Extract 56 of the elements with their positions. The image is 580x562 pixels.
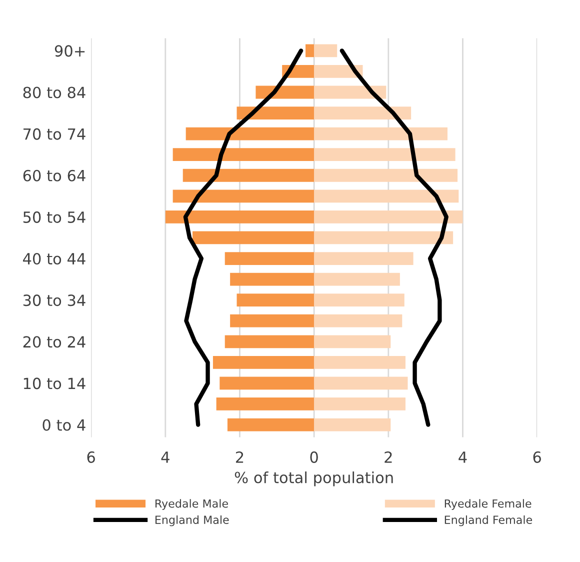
bar: [314, 376, 408, 390]
legend-label: England Male: [156, 515, 229, 526]
legend-label: England Female: [444, 515, 532, 526]
bar: [314, 398, 406, 410]
bar: [216, 398, 314, 410]
bar: [192, 231, 314, 244]
x-tick-label: 2: [384, 451, 392, 463]
bar: [314, 272, 400, 286]
bar: [165, 210, 314, 224]
x-axis-title: % of total population: [234, 471, 393, 486]
bar: [314, 335, 391, 348]
x-tick-label: 6: [87, 451, 95, 463]
bar: [314, 127, 448, 140]
bar: [230, 314, 314, 328]
bar: [224, 335, 314, 348]
bar: [314, 210, 463, 224]
y-tick-label: 10 to 14: [24, 378, 86, 390]
bar: [236, 294, 314, 307]
y-tick-label: 50 to 54: [23, 211, 86, 223]
y-tick-label: 20 to 24: [23, 336, 86, 348]
bar: [172, 148, 314, 162]
y-tick-label: 60 to 64: [23, 170, 86, 182]
y-tick-label: 40 to 44: [23, 252, 86, 265]
bar: [314, 190, 459, 203]
legend-label: Ryedale Female: [444, 499, 532, 510]
bar: [236, 106, 314, 120]
y-tick-label: 30 to 34: [23, 294, 86, 306]
bar: [182, 168, 314, 182]
bar: [314, 252, 414, 265]
bar: [314, 148, 456, 162]
bar: [314, 314, 402, 328]
y-tick-label: 70 to 74: [24, 128, 86, 140]
x-tick-label: 4: [458, 452, 467, 463]
bar: [314, 44, 338, 58]
y-tick-label: 90+: [54, 45, 85, 57]
bar: [186, 127, 314, 140]
x-tick-label: 2: [236, 451, 244, 463]
bar: [314, 418, 391, 432]
bar: [314, 106, 412, 120]
x-tick-label: 6: [533, 451, 541, 463]
bar: [227, 418, 314, 432]
bar: [314, 231, 454, 244]
bar: [224, 252, 314, 265]
y-tick-label: 0 to 4: [42, 419, 86, 431]
x-tick-label: 0: [310, 451, 318, 463]
bar: [212, 356, 314, 369]
y-tick-label: 80 to 84: [23, 86, 86, 98]
bar: [220, 376, 314, 390]
bar: [314, 294, 404, 307]
bar: [306, 44, 314, 58]
bar: [230, 272, 314, 286]
legend-label: Ryedale Male: [156, 499, 228, 510]
bar: [314, 168, 458, 182]
bar: [172, 190, 314, 203]
x-tick-label: 4: [161, 452, 170, 463]
bar: [314, 356, 406, 369]
